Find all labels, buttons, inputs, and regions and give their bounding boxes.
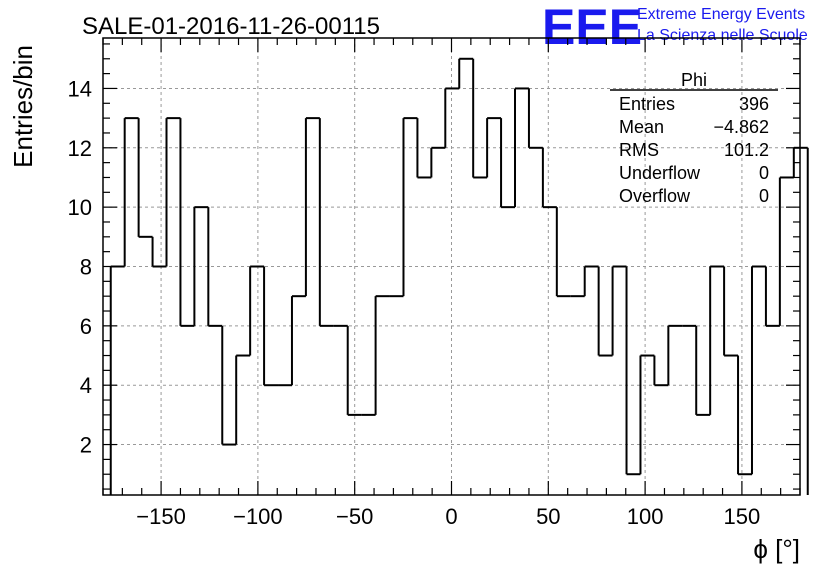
y-axis-label: Entries/bin <box>8 45 38 168</box>
logo-line-1: Extreme Energy Events <box>637 6 805 23</box>
y-tick-label: 14 <box>68 76 92 101</box>
logo-mark: EEE <box>542 0 642 55</box>
stats-box: Phi Entries 396 Mean −4.862 RMS 101.2 Underflo… <box>610 70 778 206</box>
stats-label: Mean <box>619 117 664 137</box>
stats-value: 101.2 <box>724 140 769 160</box>
chart-title: SALE-01-2016-11-26-00115 <box>82 13 380 40</box>
stats-label: Underflow <box>619 163 701 183</box>
x-tick-label: 150 <box>724 504 761 529</box>
stats-value: 396 <box>739 94 769 114</box>
x-tick-label: 0 <box>445 504 457 529</box>
stats-label: RMS <box>619 140 659 160</box>
x-axis-label: ϕ [°] <box>753 534 800 564</box>
stats-label: Overflow <box>619 186 691 206</box>
stats-label: Entries <box>619 94 675 114</box>
stats-title: Phi <box>681 70 707 90</box>
x-tick-label: −100 <box>233 504 283 529</box>
x-tick-labels: −150 −100 −50 0 50 100 150 <box>136 504 760 529</box>
axis-ticks <box>102 38 801 495</box>
y-tick-label: 8 <box>80 255 92 280</box>
x-tick-label: −50 <box>336 504 373 529</box>
y-tick-label: 10 <box>68 195 92 220</box>
stats-value: 0 <box>759 186 769 206</box>
x-tick-label: 50 <box>536 504 560 529</box>
y-tick-label: 2 <box>80 433 92 458</box>
y-tick-label: 6 <box>80 314 92 339</box>
x-tick-label: −150 <box>136 504 186 529</box>
x-tick-label: 100 <box>627 504 664 529</box>
y-tick-label: 12 <box>68 136 92 161</box>
histogram-series <box>109 57 809 495</box>
stats-value: −4.862 <box>713 117 769 137</box>
stats-value: 0 <box>759 163 769 183</box>
y-tick-label: 4 <box>80 373 92 398</box>
grid <box>103 38 800 495</box>
eee-logo: EEE Extreme Energy Events La Scienza nel… <box>542 0 808 55</box>
y-tick-labels: 2 4 6 8 10 12 14 <box>68 76 92 457</box>
logo-line-2: La Scienza nelle Scuole <box>637 27 808 44</box>
